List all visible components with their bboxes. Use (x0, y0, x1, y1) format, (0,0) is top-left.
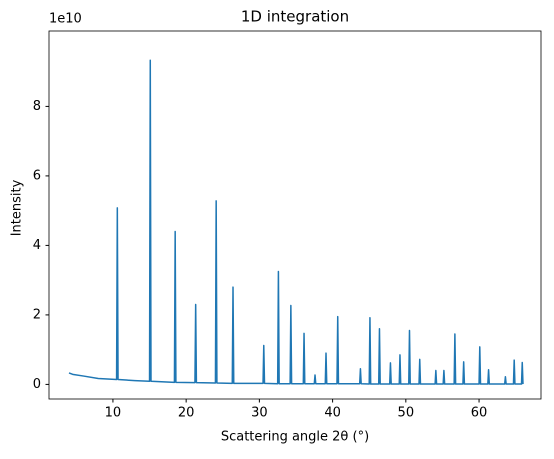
chart-title: 1D integration (241, 8, 349, 26)
y-tick-label: 8 (33, 99, 41, 114)
x-tick-label: 10 (105, 406, 122, 421)
y-tick-label: 2 (33, 307, 41, 322)
x-tick-label: 40 (324, 406, 341, 421)
y-axis-label: Intensity (10, 179, 25, 236)
x-tick-label: 50 (398, 406, 415, 421)
y-tick-label: 0 (33, 377, 41, 392)
y-offset-label: 1e10 (49, 12, 82, 27)
x-tick-label: 20 (178, 406, 195, 421)
line-series (68, 59, 524, 385)
y-tick-label: 4 (33, 238, 41, 253)
x-axis-label: Scattering angle 2θ (°) (221, 430, 369, 445)
y-tick-label: 6 (33, 168, 41, 183)
x-tick-label: 60 (471, 406, 488, 421)
plot-frame (48, 30, 542, 400)
x-tick-label: 30 (251, 406, 268, 421)
